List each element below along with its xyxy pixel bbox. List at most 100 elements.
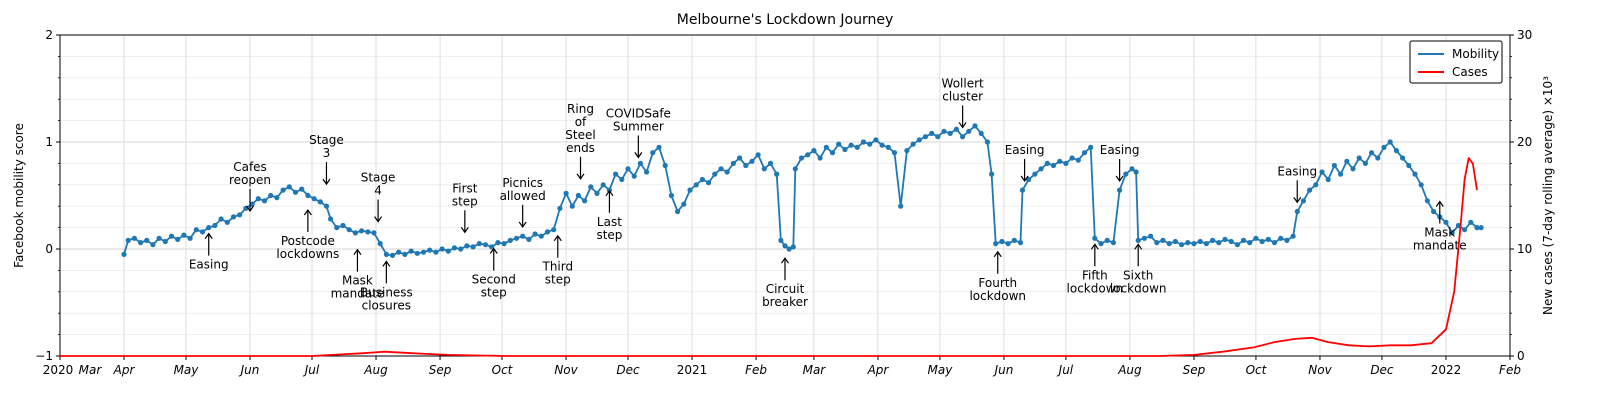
- data-point: [1044, 160, 1050, 166]
- annotation-label: Fourth: [978, 276, 1017, 290]
- data-point: [538, 233, 544, 239]
- data-point: [346, 227, 352, 233]
- annotation-arrowhead: [460, 226, 469, 234]
- data-point: [181, 232, 187, 238]
- y-left-tick-label: 0: [45, 242, 53, 256]
- data-point: [984, 139, 991, 145]
- annotation-arrowhead: [1115, 175, 1124, 182]
- data-point: [904, 148, 910, 154]
- y-left-tick-label: 1: [45, 135, 53, 149]
- annotation-arrowhead: [246, 205, 255, 212]
- annotation-label: Stage: [361, 171, 396, 185]
- data-point: [749, 158, 755, 164]
- x-tick-label: Nov: [1308, 363, 1332, 377]
- annotation-label: Easing: [1277, 164, 1317, 178]
- data-point: [513, 235, 520, 241]
- data-point: [377, 241, 383, 247]
- y-right-tick-label: 0: [1517, 349, 1525, 363]
- data-point: [371, 230, 377, 236]
- annotation-arrowhead: [958, 122, 967, 129]
- series-line-mobility: [123, 125, 1482, 257]
- data-point: [1026, 176, 1032, 183]
- x-tick-label: Dec: [1370, 363, 1394, 377]
- data-point: [675, 208, 681, 215]
- data-point: [898, 203, 904, 209]
- data-point: [823, 144, 829, 150]
- data-point: [1424, 198, 1430, 204]
- data-point: [1117, 187, 1123, 193]
- data-point: [989, 171, 995, 177]
- annotation-label: Second: [472, 273, 516, 287]
- annotation-arrowhead: [382, 260, 391, 267]
- annotation-arrowhead: [1134, 243, 1143, 250]
- data-point: [805, 152, 811, 158]
- data-point: [464, 243, 470, 249]
- data-point: [396, 249, 402, 255]
- data-point: [255, 196, 261, 202]
- data-point: [1290, 233, 1296, 239]
- data-point: [237, 212, 243, 218]
- data-point: [1400, 155, 1406, 161]
- data-point: [1216, 240, 1222, 246]
- data-point: [334, 225, 340, 231]
- data-point: [829, 150, 836, 156]
- annotation-arrowhead: [576, 173, 585, 180]
- data-point: [916, 137, 922, 143]
- data-point: [1412, 171, 1418, 177]
- x-tick-label: Jun: [239, 363, 260, 377]
- data-point: [860, 139, 867, 145]
- data-point: [1265, 236, 1271, 242]
- annotation-arrowhead: [993, 250, 1002, 258]
- data-point: [1278, 235, 1284, 241]
- data-point: [1331, 162, 1337, 169]
- data-point: [212, 222, 218, 229]
- data-point: [1362, 160, 1368, 166]
- annotation-label: Summer: [613, 119, 664, 133]
- data-point: [778, 237, 784, 243]
- data-point: [966, 128, 972, 134]
- data-point: [929, 130, 935, 136]
- data-point: [960, 134, 966, 140]
- data-point: [1313, 182, 1319, 188]
- annotation-label: mandate: [331, 287, 385, 301]
- x-tick-label: 2020: [43, 363, 74, 377]
- data-point: [681, 201, 687, 207]
- data-point: [470, 244, 476, 250]
- annotation-arrowhead: [1090, 243, 1099, 250]
- data-point: [1369, 150, 1375, 156]
- data-point: [1240, 237, 1247, 243]
- data-point: [1468, 219, 1474, 225]
- data-point: [1300, 198, 1306, 204]
- data-point: [999, 238, 1005, 245]
- x-tick-label: Sep: [1183, 363, 1206, 377]
- data-point: [1356, 155, 1362, 161]
- data-point: [1344, 158, 1350, 164]
- data-point: [718, 166, 724, 172]
- data-point: [1081, 150, 1088, 156]
- annotation-label: step: [452, 194, 478, 208]
- x-tick-label: Jul: [303, 363, 320, 377]
- x-tick-label: Aug: [1117, 363, 1142, 377]
- annotation-label: step: [545, 273, 571, 287]
- data-point: [193, 227, 199, 233]
- legend-label: Cases: [1452, 65, 1488, 79]
- annotation-label: step: [596, 228, 622, 242]
- data-point: [408, 248, 414, 254]
- data-point: [230, 214, 237, 220]
- data-point: [1247, 240, 1253, 246]
- x-tick-label: Feb: [1499, 363, 1521, 377]
- annotation-label: COVIDSafe: [606, 106, 671, 120]
- data-point: [1185, 240, 1191, 246]
- data-point: [482, 242, 489, 248]
- data-point: [978, 130, 984, 136]
- annotation-label: ends: [566, 141, 595, 155]
- data-point: [280, 187, 286, 193]
- data-point: [414, 250, 420, 256]
- annotation-arrowhead: [634, 152, 643, 159]
- y-right-tick-label: 30: [1517, 28, 1532, 42]
- data-point: [1478, 225, 1484, 231]
- data-point: [1017, 240, 1024, 246]
- annotation-label: Ring: [567, 102, 594, 116]
- data-point: [1406, 162, 1412, 169]
